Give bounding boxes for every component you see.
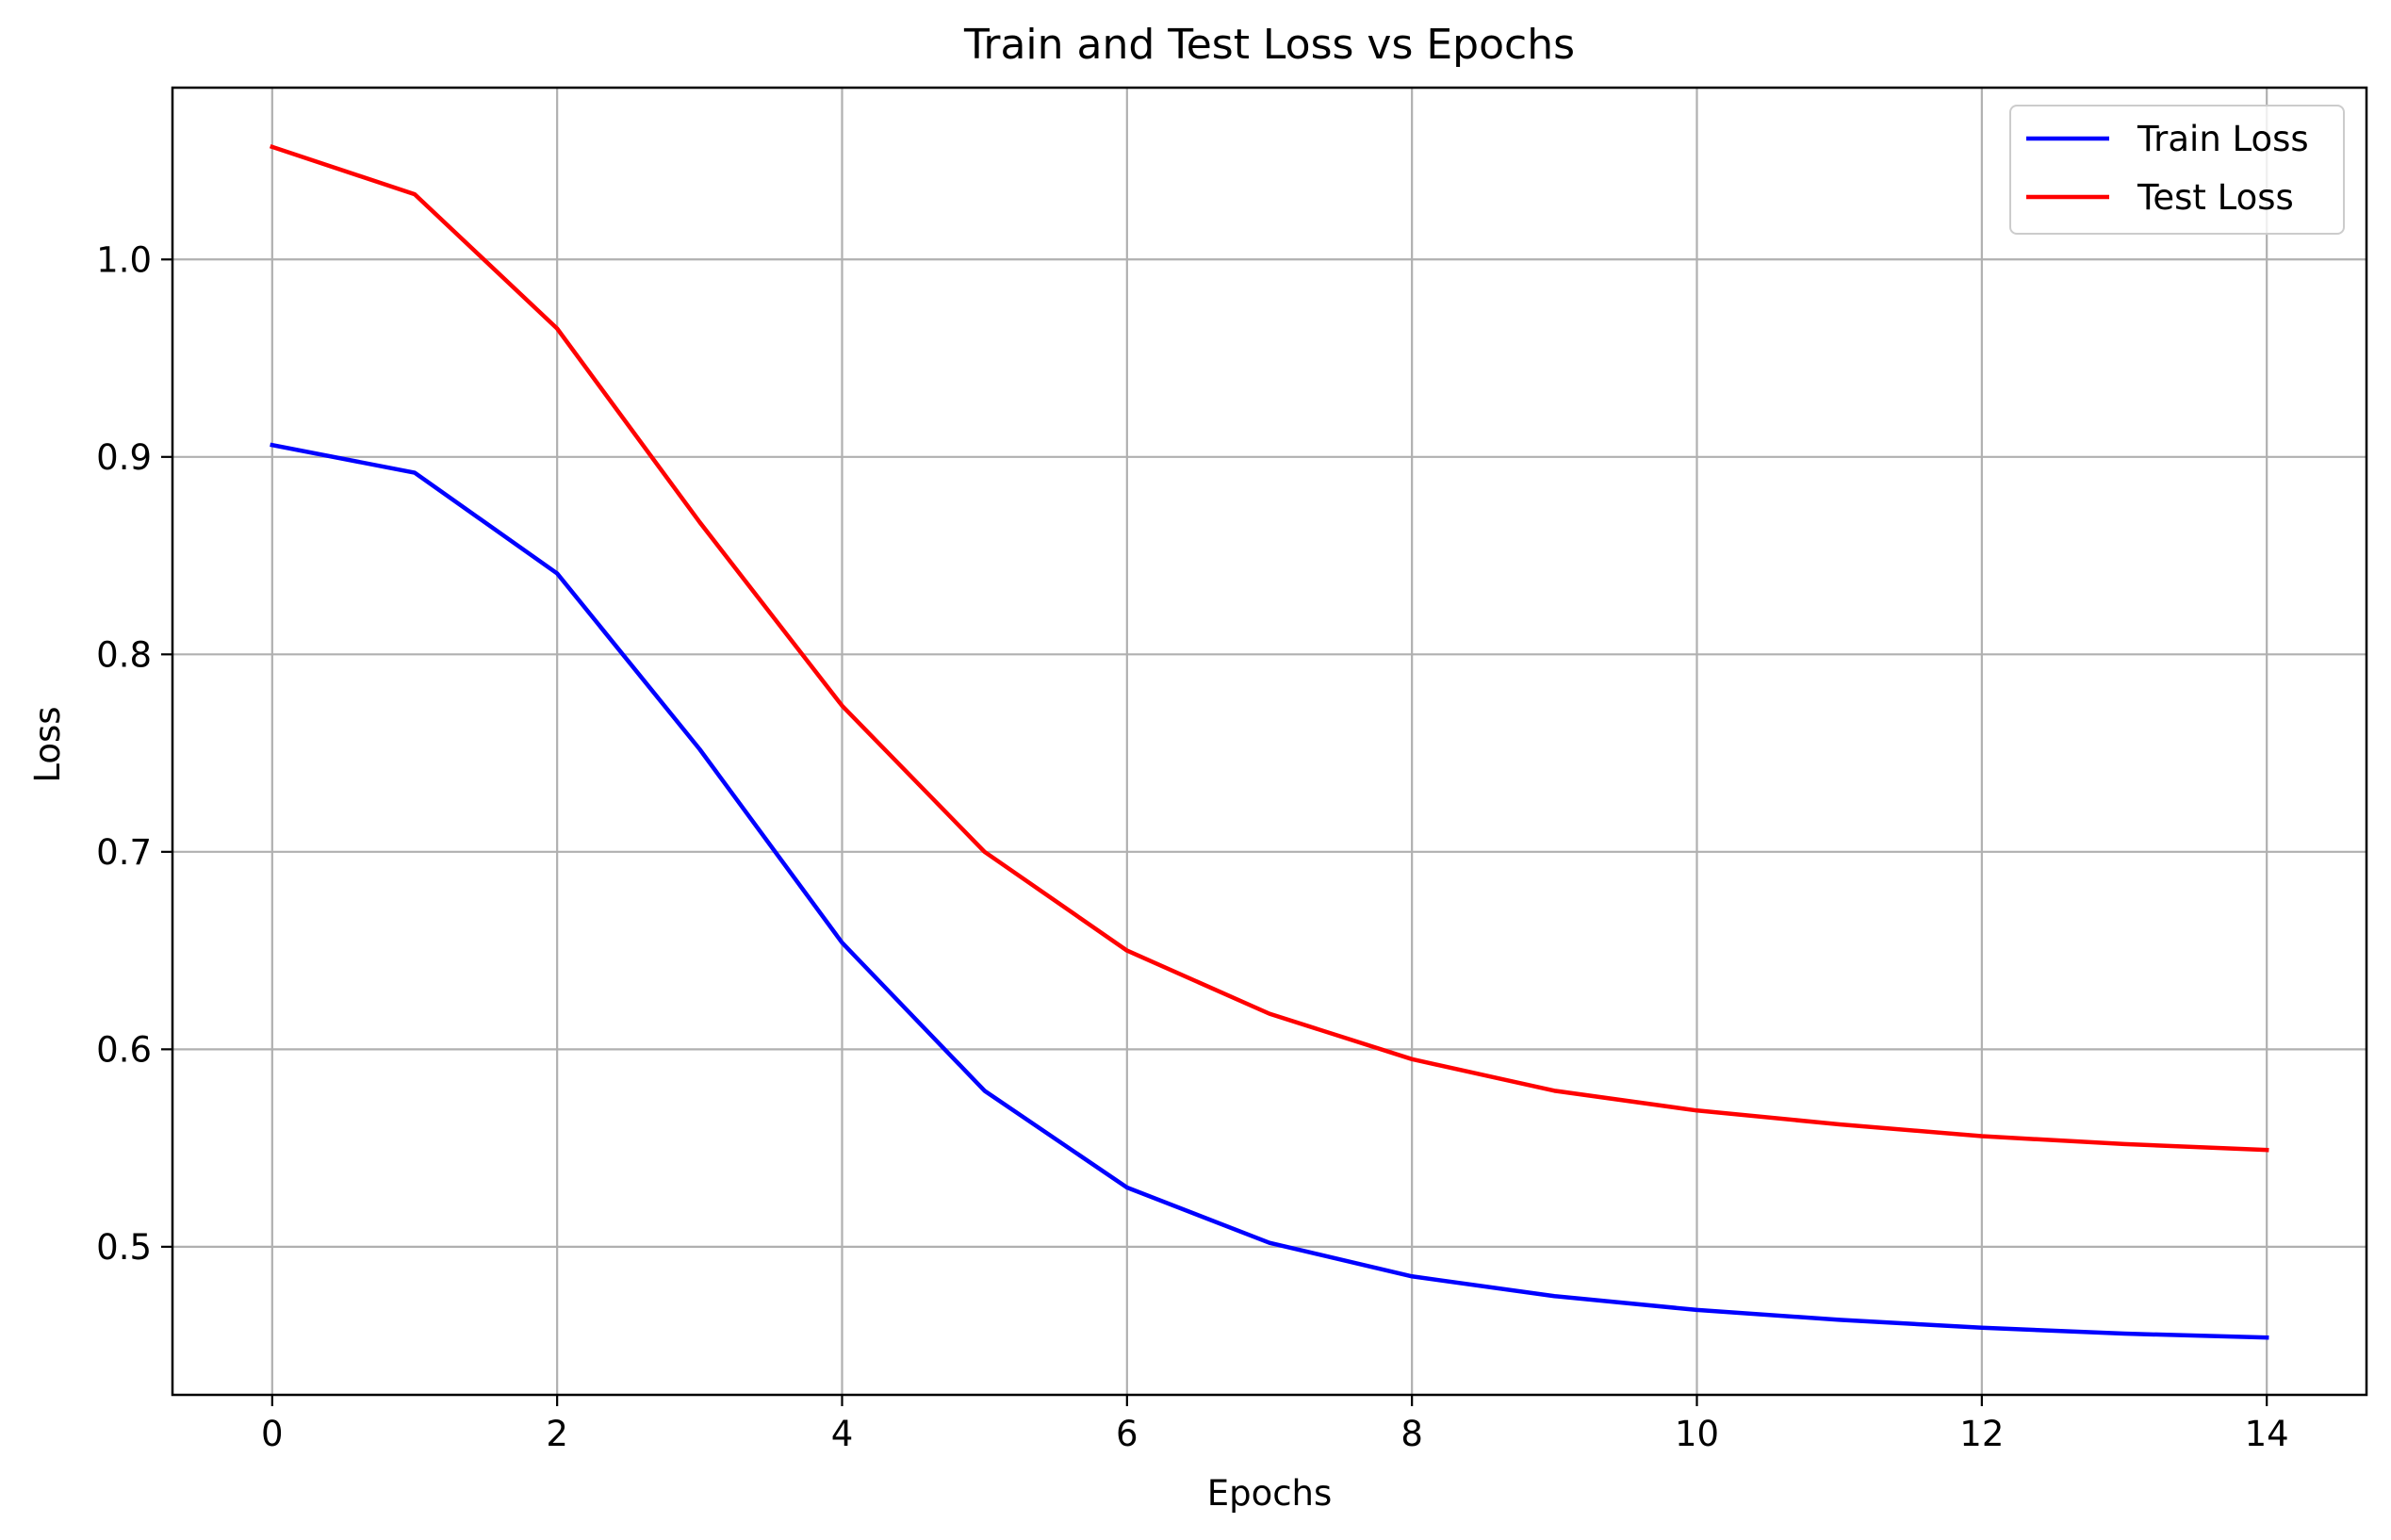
y-axis-label: Loss (27, 706, 68, 782)
y-tick-label: 0.8 (96, 634, 152, 675)
legend-label-train-loss: Train Loss (2137, 119, 2309, 159)
x-tick-label: 2 (546, 1414, 568, 1454)
axis-ticks: 0 2 4 6 8 10 12 14 0.5 0.6 0.7 0.8 0.9 1.0 (96, 239, 2289, 1454)
x-tick-label: 14 (2245, 1414, 2289, 1454)
chart-title: Train and Test Loss vs Epochs (963, 21, 1575, 69)
y-tick-label: 0.7 (96, 832, 152, 873)
plot-area-frame (171, 86, 2368, 1397)
x-tick-label: 6 (1116, 1414, 1138, 1454)
legend-label-test-loss: Test Loss (2137, 177, 2294, 218)
x-axis-label: Epochs (1207, 1473, 1333, 1514)
series-lines (269, 144, 2269, 1340)
series-line-train-loss (270, 442, 2269, 1340)
x-tick-label: 10 (1675, 1414, 1719, 1454)
y-tick-label: 0.6 (96, 1029, 152, 1070)
grid (172, 88, 2366, 1395)
y-tick-label: 0.9 (96, 437, 152, 478)
legend: Train Loss Test Loss (2009, 105, 2345, 235)
x-tick-label: 4 (831, 1414, 854, 1454)
x-tick-label: 0 (261, 1414, 284, 1454)
x-tick-label: 12 (1959, 1414, 2004, 1454)
y-tick-label: 0.5 (96, 1227, 152, 1268)
x-tick-label: 8 (1400, 1414, 1423, 1454)
series-line-test-loss (269, 144, 2269, 1153)
y-tick-label: 1.0 (96, 239, 152, 280)
